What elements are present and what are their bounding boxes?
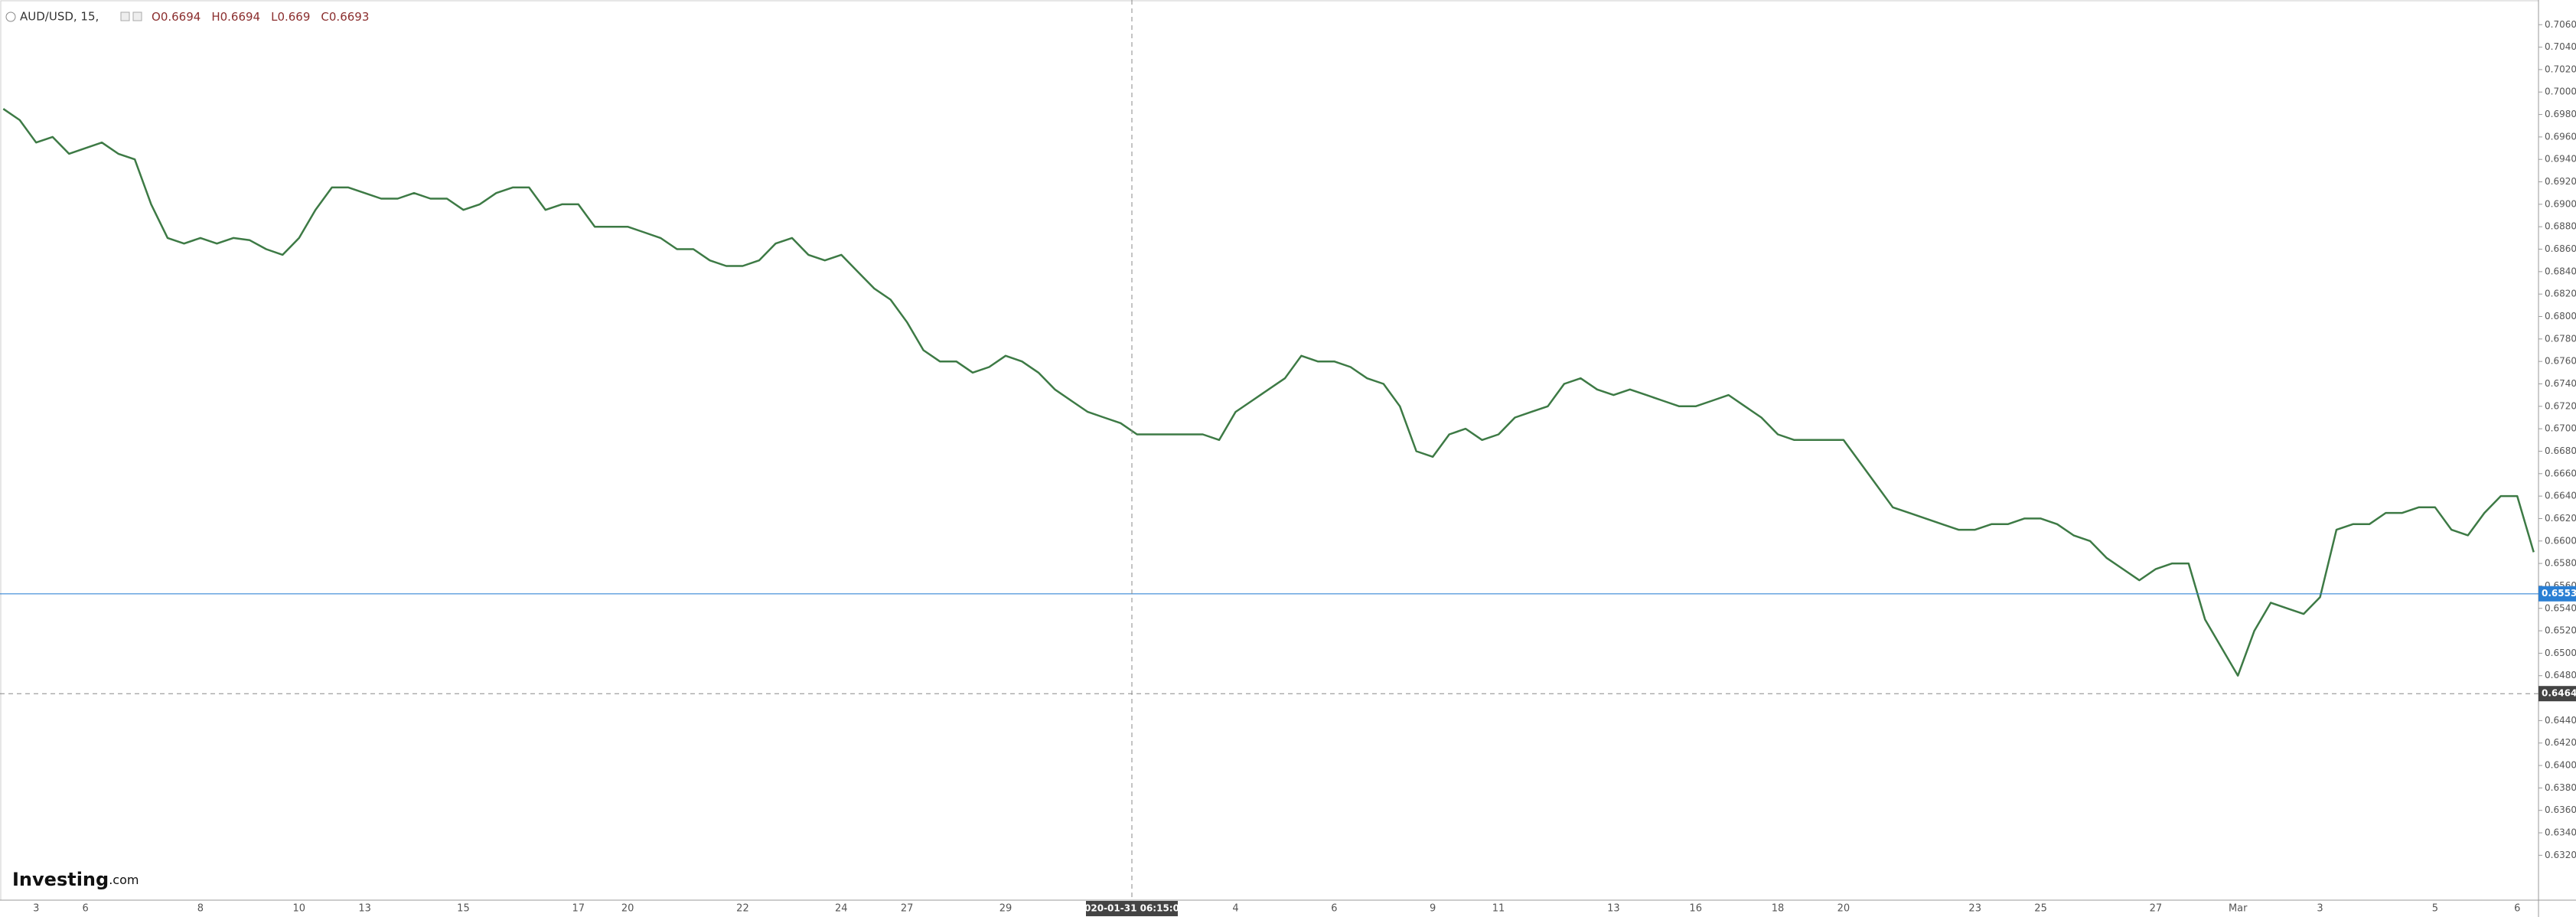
x-tick-label: 13 bbox=[1607, 903, 1620, 915]
x-tick-label: 22 bbox=[736, 903, 749, 915]
x-tick-label: 27 bbox=[901, 903, 914, 915]
x-tick-label: 17 bbox=[572, 903, 585, 915]
y-tick-label: 0.6600 bbox=[2545, 535, 2576, 546]
x-tick-label: 23 bbox=[1968, 903, 1981, 915]
ohlc-value: 0.6694 bbox=[161, 10, 201, 24]
y-tick-label: 0.6340 bbox=[2545, 827, 2576, 838]
y-tick-label: 0.7060 bbox=[2545, 19, 2576, 30]
x-tick-label: Mar bbox=[2229, 903, 2248, 915]
y-tick-label: 0.6980 bbox=[2545, 109, 2576, 119]
y-tick-label: 0.6680 bbox=[2545, 445, 2576, 456]
x-tick-label: 25 bbox=[2034, 903, 2047, 915]
y-tick-label: 0.7000 bbox=[2545, 86, 2576, 97]
y-tick-label: 0.6620 bbox=[2545, 513, 2576, 524]
x-tick-label: 3 bbox=[33, 903, 39, 915]
ohlc-text: O0.6694 H0.6694 L0.669 C0.6693 bbox=[152, 10, 369, 24]
y-tick-label: 0.6960 bbox=[2545, 131, 2576, 142]
ohlc-value: 0.669 bbox=[277, 10, 310, 24]
brand-suffix: .com bbox=[109, 873, 139, 887]
x-tick-label: 10 bbox=[292, 903, 305, 915]
y-tick-label: 0.6480 bbox=[2545, 670, 2576, 680]
y-tick-label: 0.6740 bbox=[2545, 378, 2576, 389]
ohlc-label: L bbox=[271, 10, 278, 24]
x-tick-label: 6 bbox=[2514, 903, 2520, 915]
x-tick-label: 3 bbox=[2317, 903, 2323, 915]
brand-name: Investing bbox=[12, 869, 109, 890]
ohlc-value: 0.6693 bbox=[329, 10, 370, 24]
y-tick-label: 0.6860 bbox=[2545, 243, 2576, 254]
crosshair-time-box bbox=[1086, 901, 1178, 916]
x-tick-label: 20 bbox=[1837, 903, 1850, 915]
y-tick-label: 0.6780 bbox=[2545, 333, 2576, 344]
x-tick-label: 16 bbox=[1689, 903, 1702, 915]
x-tick-label: 11 bbox=[1492, 903, 1505, 915]
y-tick-label: 0.6900 bbox=[2545, 198, 2576, 209]
y-tick-label: 0.6660 bbox=[2545, 468, 2576, 478]
x-tick-label: 13 bbox=[358, 903, 371, 915]
price-line bbox=[2, 108, 2535, 677]
x-tick-label: 5 bbox=[2432, 903, 2438, 915]
y-tick-label: 0.6520 bbox=[2545, 625, 2576, 636]
y-tick-label: 0.6400 bbox=[2545, 760, 2576, 771]
y-tick-label: 0.6640 bbox=[2545, 491, 2576, 501]
y-tick-label: 0.6540 bbox=[2545, 602, 2576, 613]
x-tick-label: 29 bbox=[999, 903, 1012, 915]
y-tick-label: 0.7040 bbox=[2545, 41, 2576, 52]
x-tick-label: 15 bbox=[457, 903, 470, 915]
ohlc-label: O bbox=[152, 10, 161, 24]
y-tick-label: 0.6580 bbox=[2545, 558, 2576, 569]
crosshair-price-label: 0.6464 bbox=[2542, 688, 2576, 699]
y-tick-label: 0.6380 bbox=[2545, 782, 2576, 793]
crosshair-price-box bbox=[2539, 686, 2576, 702]
current-price-box bbox=[2539, 586, 2576, 602]
ohlc-label: C bbox=[321, 10, 328, 24]
ohlc-label: H bbox=[211, 10, 220, 24]
x-tick-label: 24 bbox=[835, 903, 848, 915]
y-tick-label: 0.6840 bbox=[2545, 266, 2576, 276]
close-icon[interactable] bbox=[132, 11, 142, 21]
collapse-icon[interactable] bbox=[5, 11, 16, 22]
symbol: AUD/USD, 15, bbox=[20, 10, 99, 24]
y-tick-label: 0.6760 bbox=[2545, 356, 2576, 367]
x-tick-label: 6 bbox=[83, 903, 89, 915]
y-tick-label: 0.6940 bbox=[2545, 154, 2576, 165]
y-tick-label: 0.7020 bbox=[2545, 64, 2576, 74]
x-tick-label: 8 bbox=[197, 903, 204, 915]
y-tick-label: 0.6360 bbox=[2545, 804, 2576, 815]
current-price-label: 0.6553 bbox=[2542, 588, 2576, 599]
y-tick-label: 0.6720 bbox=[2545, 400, 2576, 411]
crosshair-time-label: 2020-01-31 06:15:00 bbox=[1078, 903, 1186, 914]
x-tick-label: 6 bbox=[1331, 903, 1337, 915]
ohlc: O0.6694 H0.6694 L0.669 C0.6693 bbox=[152, 10, 369, 24]
y-tick-label: 0.6320 bbox=[2545, 850, 2576, 860]
y-tick-label: 0.6440 bbox=[2545, 715, 2576, 726]
brand: Investing.com bbox=[12, 869, 139, 890]
x-tick-label: 18 bbox=[1772, 903, 1785, 915]
x-tick-label: 20 bbox=[621, 903, 634, 915]
y-tick-label: 0.6920 bbox=[2545, 176, 2576, 187]
x-tick-label: 4 bbox=[1232, 903, 1238, 915]
y-tick-label: 0.6700 bbox=[2545, 423, 2576, 434]
y-tick-label: 0.6800 bbox=[2545, 311, 2576, 321]
x-tick-label: 9 bbox=[1430, 903, 1436, 915]
x-tick-label: 27 bbox=[2150, 903, 2163, 915]
ohlc-value: 0.6694 bbox=[220, 10, 261, 24]
y-tick-label: 0.6500 bbox=[2545, 648, 2576, 658]
y-tick-label: 0.6820 bbox=[2545, 289, 2576, 299]
y-tick-label: 0.6420 bbox=[2545, 737, 2576, 748]
y-tick-label: 0.6880 bbox=[2545, 221, 2576, 232]
settings-icon[interactable] bbox=[120, 11, 130, 21]
